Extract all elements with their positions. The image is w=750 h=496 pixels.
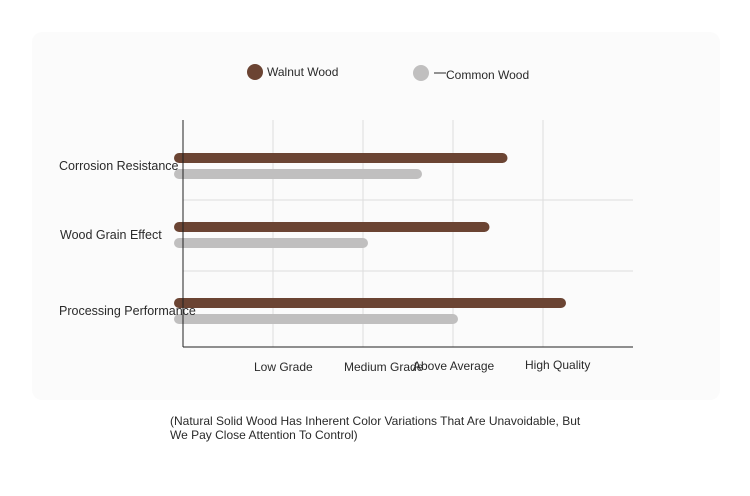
category-label: Wood Grain Effect	[60, 228, 162, 242]
category-label: Processing Performance	[59, 304, 196, 318]
legend: Walnut Wood Common Wood	[247, 64, 529, 82]
legend-marker-common-wood	[413, 65, 429, 81]
color-variation-note: (Natural Solid Wood Has Inherent Color V…	[170, 414, 581, 442]
x-tick-label: Low Grade	[254, 360, 313, 374]
axes	[182, 120, 633, 348]
chart-panel	[32, 32, 720, 400]
legend-marker-walnut-wood	[247, 64, 263, 80]
category-label: Corrosion Resistance	[59, 159, 179, 173]
x-tick-label: High Quality	[525, 358, 590, 372]
legend-label: Common Wood	[446, 68, 529, 82]
legend-label: Walnut Wood	[267, 65, 338, 79]
x-tick-label: Above Average	[413, 359, 495, 373]
bars	[174, 153, 566, 324]
x-tick-label: Medium Grade	[344, 360, 424, 374]
category-labels: Corrosion Resistance Wood Grain Effect Pro…	[59, 159, 196, 318]
